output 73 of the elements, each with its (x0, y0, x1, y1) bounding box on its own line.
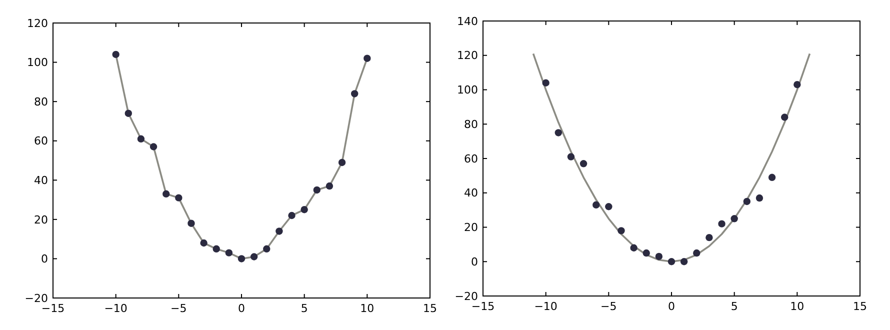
point (668, 258, 676, 266)
y-tick-label: 60 (464, 152, 478, 166)
point (718, 220, 726, 228)
point (580, 160, 588, 168)
point (162, 190, 170, 198)
point (288, 212, 296, 220)
point (554, 129, 562, 136)
point (630, 244, 638, 252)
x-tick-label: 15 (423, 302, 437, 315)
x-tick-label: 0 (668, 300, 675, 313)
y-tick-label: 100 (457, 84, 478, 97)
x-tick-label: −15 (471, 300, 495, 313)
point (188, 220, 195, 227)
point (756, 194, 764, 202)
point (706, 234, 713, 242)
point (655, 252, 663, 260)
y-tick-label: 0 (41, 252, 48, 266)
point (567, 153, 575, 160)
point (730, 215, 738, 222)
x-tick-label: −10 (104, 302, 128, 315)
point (794, 80, 801, 88)
x-tick-label: 5 (300, 302, 308, 315)
point (680, 258, 688, 266)
y-tick-label: 40 (34, 174, 48, 187)
y-tick-label: 20 (464, 221, 478, 234)
x-tick-label: −5 (600, 300, 617, 313)
point (326, 182, 334, 190)
point (338, 158, 346, 166)
point (781, 114, 788, 121)
x-tick-label: −5 (170, 302, 187, 315)
x-tick-label: −15 (41, 302, 65, 315)
point (225, 249, 233, 256)
point (150, 143, 158, 150)
x-tick-label: 0 (238, 302, 245, 315)
x-tick-label: 10 (360, 302, 374, 315)
x-tick-label: 10 (790, 300, 804, 313)
point (263, 245, 270, 252)
point (542, 79, 550, 86)
y-tick-label: −20 (454, 290, 478, 303)
x-tick-label: 15 (853, 300, 867, 313)
point (200, 239, 208, 247)
point (175, 194, 182, 202)
y-tick-label: −20 (24, 292, 48, 305)
point (276, 228, 283, 235)
point (642, 249, 650, 257)
point (124, 110, 132, 117)
y-tick-label: 80 (34, 95, 48, 108)
y-tick-label: 60 (34, 134, 48, 148)
y-tick-label: 140 (457, 14, 478, 28)
point (313, 186, 320, 194)
y-tick-label: 120 (27, 16, 48, 30)
y-tick-label: 120 (457, 49, 478, 62)
y-tick-label: 100 (27, 56, 48, 70)
y-tick-label: 40 (464, 186, 478, 200)
y-tick-label: 20 (34, 213, 48, 226)
point (592, 201, 600, 209)
y-tick-label: 80 (464, 118, 478, 131)
point (605, 203, 612, 210)
point (212, 245, 220, 252)
x-tick-label: 5 (730, 300, 738, 313)
point (693, 249, 700, 257)
x-tick-label: −10 (534, 300, 558, 313)
point (137, 135, 145, 142)
point (618, 227, 625, 234)
point (743, 198, 750, 206)
y-tick-label: 0 (471, 255, 478, 268)
point (238, 255, 246, 262)
point (768, 174, 776, 182)
point (351, 90, 358, 98)
point (364, 54, 371, 62)
point (300, 206, 308, 214)
point (112, 50, 120, 58)
point (250, 253, 258, 260)
